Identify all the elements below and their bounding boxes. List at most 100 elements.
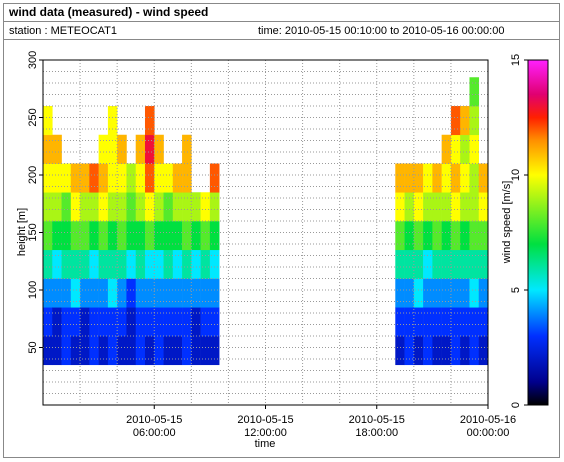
cell	[135, 307, 146, 337]
cell	[126, 307, 137, 337]
x-tick-label: 2010-05-15 06:00:00	[126, 414, 182, 439]
cell	[432, 221, 442, 251]
cell	[117, 192, 127, 222]
cell	[395, 278, 405, 308]
cell	[154, 278, 164, 308]
cell	[172, 249, 183, 279]
cell	[52, 221, 62, 251]
cell	[89, 249, 99, 279]
cell	[478, 221, 489, 251]
cell	[80, 278, 90, 308]
cell	[135, 192, 146, 222]
cell	[43, 278, 53, 308]
cell	[450, 134, 461, 164]
cell	[52, 134, 62, 164]
colorbar-tick-label: 5	[510, 287, 522, 293]
cell	[154, 221, 164, 251]
cell	[98, 192, 109, 222]
cell	[117, 221, 127, 251]
cell	[404, 307, 415, 337]
cell	[70, 278, 81, 308]
cell	[172, 307, 183, 337]
cell	[182, 336, 192, 366]
y-axis-label: height [m]	[16, 208, 28, 256]
cell	[460, 278, 470, 308]
cell	[163, 221, 174, 251]
cell	[460, 336, 470, 366]
cell	[61, 278, 72, 308]
cell	[404, 278, 415, 308]
cell	[80, 221, 90, 251]
x-tick-label: 2010-05-15 18:00:00	[349, 414, 405, 439]
x-tick-label: 2010-05-15 12:00:00	[237, 414, 293, 439]
cell	[404, 192, 415, 222]
cell	[182, 249, 192, 279]
cell	[107, 134, 118, 164]
cell	[172, 336, 183, 366]
cell	[395, 307, 405, 337]
cell	[107, 221, 118, 251]
cell	[423, 249, 433, 279]
y-tick-label: 300	[27, 51, 39, 69]
cell	[70, 192, 81, 222]
cell	[89, 163, 99, 193]
cell	[135, 278, 146, 308]
cell	[144, 249, 155, 279]
cell	[478, 336, 489, 366]
cell	[135, 336, 146, 366]
cell	[450, 163, 461, 193]
cell	[126, 249, 137, 279]
cell	[43, 336, 53, 366]
cell	[107, 163, 118, 193]
cell	[191, 221, 201, 251]
cell	[172, 192, 183, 222]
cell	[450, 336, 461, 366]
cell	[200, 249, 211, 279]
cell	[469, 163, 480, 193]
cell	[478, 278, 489, 308]
cell	[163, 163, 174, 193]
cell	[404, 249, 415, 279]
cell	[200, 278, 211, 308]
cell	[404, 163, 415, 193]
cell	[80, 163, 90, 193]
cell	[107, 192, 118, 222]
cell	[52, 278, 62, 308]
cell	[469, 106, 480, 136]
colorbar	[527, 59, 549, 406]
plot-frame	[42, 59, 489, 406]
cell	[423, 307, 433, 337]
cell	[43, 192, 53, 222]
cell	[441, 221, 452, 251]
cell	[144, 163, 155, 193]
cell	[460, 106, 470, 136]
y-tick-label: 150	[27, 223, 39, 241]
cell	[107, 336, 118, 366]
cell	[70, 221, 81, 251]
cell	[107, 249, 118, 279]
cell	[154, 336, 164, 366]
cell	[478, 163, 489, 193]
time-range: time: 2010-05-15 00:10:00 to 2010-05-16 …	[258, 25, 504, 37]
cell	[144, 221, 155, 251]
cell	[144, 192, 155, 222]
cell	[52, 336, 62, 366]
cell	[395, 221, 405, 251]
cell	[441, 163, 452, 193]
cell	[117, 336, 127, 366]
cell	[432, 249, 442, 279]
cell	[154, 163, 164, 193]
x-tick-label: 2010-05-16 00:00:00	[460, 414, 516, 439]
cell	[432, 163, 442, 193]
cell	[413, 336, 424, 366]
cell	[61, 163, 72, 193]
y-tick-label: 250	[27, 108, 39, 126]
cell	[172, 278, 183, 308]
cell	[126, 221, 137, 251]
cell	[163, 249, 174, 279]
cell	[200, 221, 211, 251]
cell	[209, 336, 220, 366]
cell	[154, 307, 164, 337]
cell	[191, 249, 201, 279]
